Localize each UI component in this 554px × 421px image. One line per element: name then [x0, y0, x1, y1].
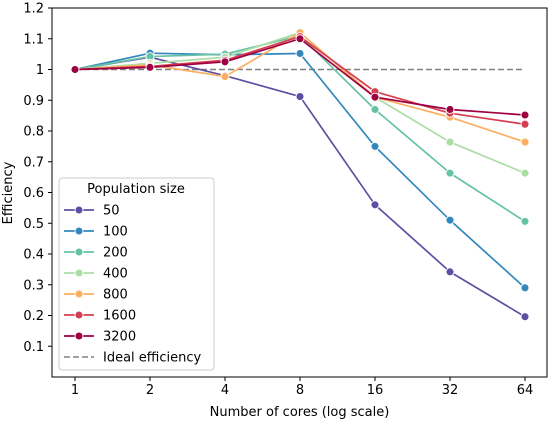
y-tick-label-0.2: 0.2 [23, 309, 44, 324]
legend-swatch-marker-200 [74, 247, 84, 257]
x-tick-label-16: 16 [367, 383, 384, 398]
data-point-800-64 [520, 137, 530, 147]
data-point-3200-32 [445, 105, 455, 114]
plot-marks [70, 28, 530, 322]
legend-label-3200: 3200 [103, 330, 136, 345]
legend-label-800: 800 [103, 288, 128, 303]
legend-label-ideal-efficiency: Ideal efficiency [103, 351, 202, 366]
axes: 1 2 4 8 16 32 64 0.1 0.2 0.3 0.4 0.5 0.6 0.7 0.8 0.9 1 1.… [23, 2, 533, 399]
data-point-3200-4 [220, 57, 230, 67]
data-point-3200-64 [520, 110, 530, 120]
data-point-200-32 [445, 168, 455, 178]
y-tick-label-1: 1 [36, 63, 44, 78]
data-point-100-32 [445, 215, 455, 225]
x-tick-label-8: 8 [296, 383, 304, 398]
y-tick-label-0.7: 0.7 [23, 155, 44, 170]
legend-swatch-marker-1600 [74, 310, 84, 320]
x-tick-label-64: 64 [517, 383, 534, 398]
data-point-200-16 [370, 105, 380, 114]
data-point-50-8 [295, 92, 305, 102]
data-point-3200-8 [295, 34, 305, 44]
data-point-50-16 [370, 200, 380, 210]
y-tick-label-1.2: 1.2 [23, 2, 44, 17]
x-tick-label-2: 2 [146, 383, 154, 398]
legend-label-400: 400 [103, 267, 128, 282]
data-point-200-64 [520, 216, 530, 226]
data-point-3200-1 [70, 65, 80, 74]
y-tick-label-1.1: 1.1 [23, 32, 44, 47]
data-point-3200-2 [145, 62, 155, 72]
y-axis-label: Efficiency [1, 161, 16, 224]
legend-swatch-marker-50 [74, 205, 84, 215]
legend-label-50: 50 [103, 204, 120, 219]
legend-label-1600: 1600 [103, 309, 136, 324]
legend: Population size 50 100 200 400 800 1600 3200 Id… [58, 177, 215, 371]
data-point-1600-64 [520, 119, 530, 129]
data-point-3200-16 [370, 92, 380, 102]
data-point-100-16 [370, 141, 380, 151]
x-tick-label-1: 1 [71, 383, 79, 398]
data-point-100-64 [520, 283, 530, 293]
data-point-400-32 [445, 137, 455, 147]
y-tick-label-0.4: 0.4 [23, 248, 44, 263]
legend-swatch-marker-800 [74, 289, 84, 299]
legend-label-100: 100 [103, 225, 128, 240]
legend-box [58, 177, 215, 371]
y-tick-label-0.1: 0.1 [23, 340, 44, 355]
x-tick-label-4: 4 [221, 383, 229, 398]
y-tick-label-0.5: 0.5 [23, 217, 44, 232]
y-tick-label-0.6: 0.6 [23, 186, 44, 201]
data-point-50-32 [445, 267, 455, 277]
data-point-50-64 [520, 312, 530, 322]
x-axis-label: Number of cores (log scale) [210, 405, 390, 420]
data-point-100-8 [295, 49, 305, 58]
y-tick-label-0.8: 0.8 [23, 125, 44, 140]
data-point-400-64 [520, 168, 530, 178]
x-tick-label-32: 32 [442, 383, 459, 398]
legend-swatch-marker-400 [74, 268, 84, 278]
y-tick-label-0.9: 0.9 [23, 94, 44, 109]
legend-swatch-marker-100 [74, 226, 84, 236]
data-point-800-4 [220, 72, 230, 82]
legend-title: Population size [87, 182, 185, 197]
legend-swatch-marker-3200 [74, 331, 84, 341]
legend-label-200: 200 [103, 246, 128, 261]
y-tick-label-0.3: 0.3 [23, 278, 44, 293]
